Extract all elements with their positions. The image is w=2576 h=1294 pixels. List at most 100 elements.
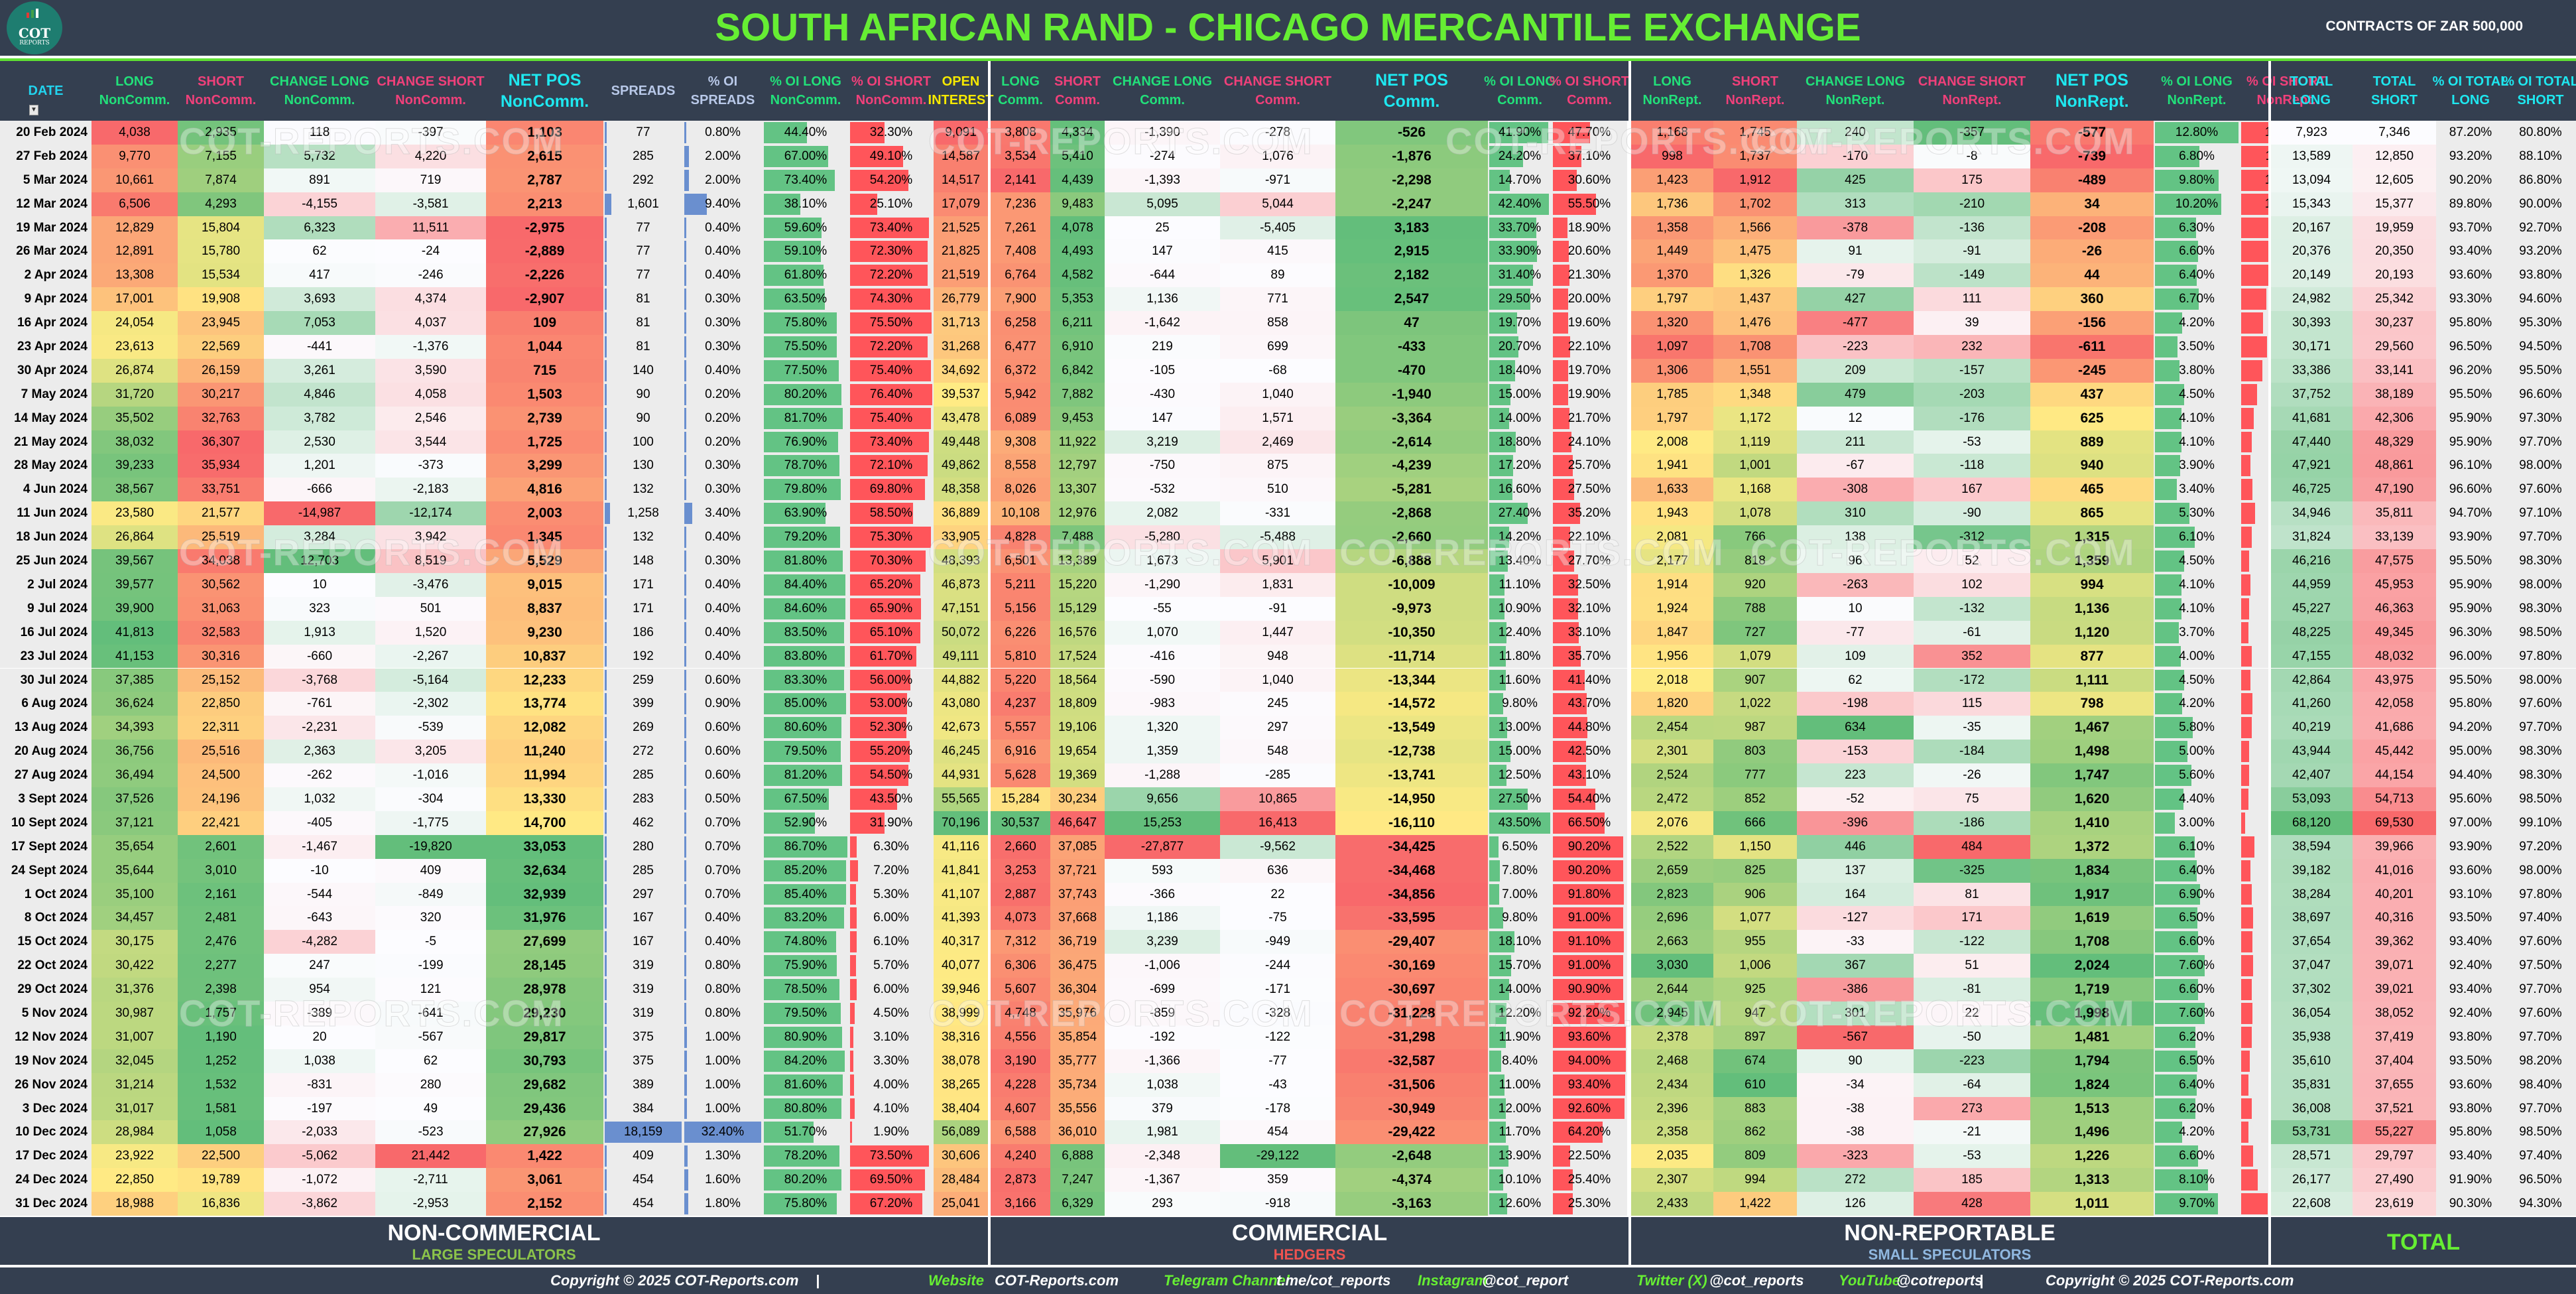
cell-value: 4.20% [2179,696,2215,711]
cell-value: -8 [1966,149,1978,163]
data-cell: -328 [1220,1001,1335,1025]
cell-value: 4.50% [2179,673,2215,687]
data-cell: 1,326 [1713,263,1797,288]
twitter-link[interactable]: @cot_reports [1709,1272,1804,1289]
filter-sort-icon[interactable]: ▼ [29,105,38,115]
cell-value: 2,024 [2074,958,2110,974]
cell-value: 285 [633,768,654,783]
date-cell: 22 Oct 2024 [0,954,92,978]
cell-value: 1,358 [1656,220,1688,235]
data-cell: 3.30% [849,1049,934,1073]
instagram-label: Instagram [1418,1272,1488,1289]
column-header-net-pos-nonrept: NET POS NonRept. [2030,61,2154,121]
data-cell: 6.40% [2154,1072,2240,1097]
data-cell: 52.90% [763,810,849,835]
data-cell: 465 [2030,478,2154,502]
cell-value: 62 [423,1053,438,1068]
data-cell: 5,607 [991,978,1050,1002]
data-bar [605,503,611,525]
cell-value: 11,922 [1058,434,1097,449]
data-cell: 1,725 [486,430,603,454]
data-cell: 36,008 [2270,1096,2353,1121]
instagram-link[interactable]: @cot_report [1482,1272,1569,1289]
cell-value: 97.70% [2519,1029,2562,1044]
cell-value: 44,882 [941,673,981,687]
data-bar [2155,931,2198,953]
data-cell: 72.20% [849,263,934,288]
data-cell: 1,737 [1713,144,1797,168]
data-cell: 280 [603,834,683,859]
column-header--oi-short-nonrept: % OI SHORT NonRept. [2240,61,2333,121]
cell-value: 39,966 [2374,839,2414,854]
telegram-link[interactable]: t.me/cot_reports [1276,1272,1391,1289]
data-cell: 285 [603,858,683,883]
data-cell: 7.20% [849,858,934,883]
cell-value: 28,145 [523,958,566,974]
data-bar [1489,955,1512,977]
cell-value: 8,837 [527,600,562,616]
data-cell: 39,946 [934,978,988,1002]
header-line-1: % OI LONG [770,74,841,89]
cell-value: 5,942 [1005,387,1036,401]
cell-value: 5,156 [1005,601,1036,615]
cell-value: 51 [1965,958,1979,973]
cell-value: 1,834 [2074,862,2110,878]
cell-value: 319 [633,1005,654,1020]
cell-value: -2,868 [1392,505,1432,521]
data-cell: 35,502 [92,406,178,430]
data-cell: -5,280 [1105,525,1220,550]
cell-value: 479 [1845,387,1866,401]
data-cell: 1,797 [1631,287,1713,312]
date-cell: 9 Apr 2024 [0,287,92,312]
cell-value: 36,475 [1058,958,1097,973]
website-link[interactable]: COT-Reports.com [995,1272,1119,1289]
data-cell: 33.10% [1552,620,1627,645]
data-cell: -3,476 [375,572,486,597]
data-cell: 47,575 [2353,549,2436,573]
cell-value: -43 [1268,1077,1287,1092]
cell-value: 1,719 [2074,982,2110,998]
cell-value: 64.20% [1567,1125,1611,1139]
cell-value: 4,493 [1062,244,1093,259]
cell-value: 22,608 [2292,1197,2331,1211]
section-label-total: TOTAL [2271,1217,2576,1265]
data-cell: -153 [1797,740,1914,764]
youtube-link[interactable]: @cotreports [1896,1272,1983,1289]
data-cell: 19,789 [178,1168,264,1193]
data-cell: 39,021 [2353,978,2436,1002]
data-cell: 0.80% [683,121,763,145]
cell-value: -105 [1149,363,1176,377]
cell-value: -3,581 [412,196,449,211]
column-header--oi-spreads: % OI SPREADS [683,61,763,121]
cell-value: 74.30% [869,292,913,306]
cell-value: 389 [633,1077,654,1092]
cell-value: 13,094 [2292,172,2331,187]
cell-value: 4.10% [2179,411,2215,425]
cell-value: 65.20% [869,577,913,592]
cell-value: -14,987 [298,506,341,521]
date-cell: 21 May 2024 [0,430,92,454]
cell-value: 49,345 [2374,625,2414,639]
header-line-1: NET POS [508,71,582,90]
cell-value: 34 [2084,196,2100,212]
cell-value: 62 [1848,673,1863,687]
data-cell: 4,228 [991,1072,1050,1097]
data-cell: -2,660 [1335,525,1488,550]
cell-value: 12,703 [300,554,339,568]
header-line-2: NonRept. [2055,92,2129,111]
cell-value: 26 Mar 2024 [16,244,88,259]
cell-value: 18.10% [1498,935,1542,949]
cell-value: 0.70% [705,863,741,877]
data-cell: 2,530 [264,430,375,454]
data-cell: 2,358 [1631,1120,1713,1145]
data-cell: -331 [1220,501,1335,526]
data-cell: 35.20% [1552,501,1627,526]
data-bar [850,1026,854,1048]
data-cell: 93.20% [2505,239,2576,264]
data-cell: 12.00% [1488,1096,1552,1121]
data-cell: 6,888 [1050,1144,1105,1169]
cell-value: 21 May 2024 [14,434,88,449]
data-bar [850,193,877,215]
cell-value: 37,085 [1058,839,1097,854]
data-bar [850,836,857,858]
